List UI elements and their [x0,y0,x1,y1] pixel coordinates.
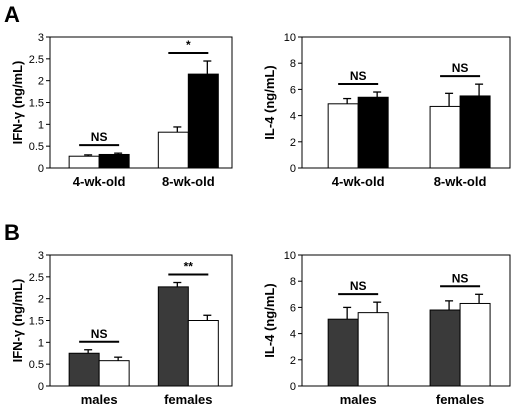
panel-letter-a: A [4,2,20,27]
y-axis-label: IL-4 (ng/mL) [262,283,277,357]
charts: 0 0.5 1 1.5 2 2.5 3 IFN-γ (ng/mL) 4-wk-old NS 8-wk… [10,32,511,407]
bar [98,360,130,387]
x-category-label: males [340,392,377,407]
y-tick-label: 2 [38,294,44,306]
bar [429,309,461,387]
bar [357,96,389,169]
significance-label: NS [91,130,108,144]
y-tick-label: 2.5 [29,54,44,66]
significance-label: NS [350,279,367,293]
y-tick-label: 4 [290,111,296,123]
bar [429,105,461,169]
plot-frame [301,254,511,387]
x-category-label: females [436,392,484,407]
significance-label: NS [350,69,367,83]
bar [68,155,100,169]
y-tick-label: 8 [290,276,296,288]
y-tick-label: 10 [284,32,296,44]
y-tick-label: 4 [290,329,296,341]
bar [459,302,491,387]
y-tick-label: 1.5 [29,98,44,110]
y-tick-label: 3 [38,250,44,262]
y-tick-label: 8 [290,58,296,70]
x-category-label: males [81,392,118,407]
y-tick-label: 0 [290,163,296,175]
chart-2: 0 2 4 6 8 10 IL-4 (ng/mL) 4-wk-old NS 8-wk-old NS [262,32,511,189]
bar [68,352,100,387]
chart-1: 0 0.5 1 1.5 2 2.5 3 IFN-γ (ng/mL) 4-wk-old NS 8-wk… [10,32,233,189]
y-axis-label: IFN-γ (ng/mL) [10,61,25,145]
y-tick-label: 1.5 [29,316,44,328]
bar [157,286,189,387]
y-tick-label: 2.5 [29,272,44,284]
y-tick-label: 0 [38,163,44,175]
significance-label: NS [452,271,469,285]
x-category-label: 8-wk-old [162,174,215,189]
x-category-label: females [164,392,212,407]
significance-label: * [186,38,191,52]
chart-3: 0 0.5 1 1.5 2 2.5 3 IFN-γ (ng/mL) males NS females… [10,250,233,407]
bar [357,312,389,387]
bar [187,73,219,169]
y-tick-label: 2 [290,355,296,367]
x-category-label: 4-wk-old [332,174,385,189]
y-tick-label: 1 [38,337,44,349]
y-tick-label: 6 [290,84,296,96]
x-category-label: 4-wk-old [73,174,126,189]
significance-label: NS [452,61,469,75]
bar [327,103,359,169]
panel-letter-b: B [4,220,20,245]
y-axis-label: IL-4 (ng/mL) [262,65,277,139]
bar [187,320,219,387]
chart-4: 0 2 4 6 8 10 IL-4 (ng/mL) males NS females NS [262,250,511,407]
y-tick-label: 3 [38,32,44,44]
y-tick-label: 0.5 [29,141,44,153]
bar [98,153,130,169]
y-axis-label: IFN-γ (ng/mL) [10,279,25,363]
y-tick-label: 1 [38,119,44,131]
y-tick-label: 0 [38,381,44,393]
bar [157,131,189,169]
bar [327,318,359,387]
y-tick-label: 2 [38,76,44,88]
x-category-label: 8-wk-old [434,174,487,189]
significance-label: NS [91,327,108,341]
y-tick-label: 10 [284,250,296,262]
plot-frame [301,36,511,169]
y-tick-label: 0 [290,381,296,393]
y-tick-label: 6 [290,302,296,314]
bar [459,95,491,169]
y-tick-label: 2 [290,137,296,149]
significance-label: ** [184,260,194,274]
y-tick-label: 0.5 [29,359,44,371]
